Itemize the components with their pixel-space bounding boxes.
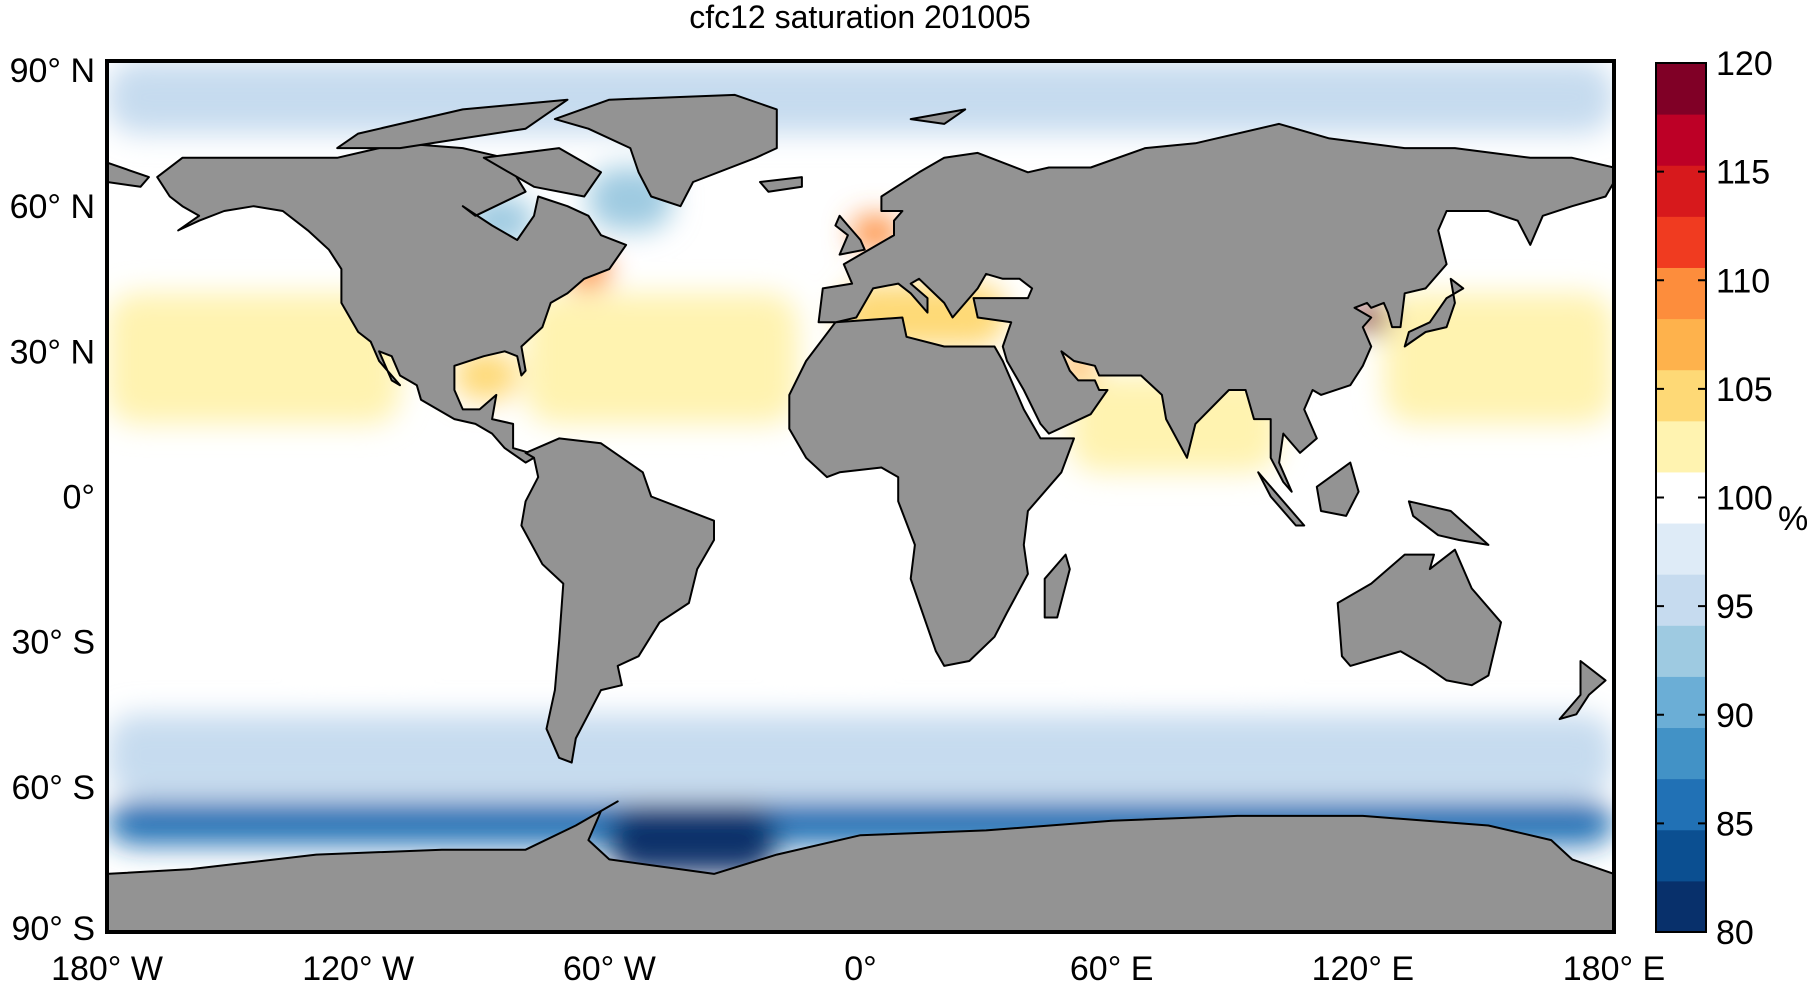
land-madagascar bbox=[1043, 553, 1071, 619]
field-region bbox=[107, 714, 1614, 797]
land-australia bbox=[1336, 548, 1502, 687]
colorbar-swatch bbox=[1656, 625, 1706, 677]
x-axis: 180° W 120° W 60° W 0° 60° E 120° E 180° E bbox=[51, 950, 1665, 984]
x-tick-label: 60° E bbox=[1070, 950, 1154, 984]
colorbar: 80 85 90 95 100 105 110 115 120 bbox=[1655, 45, 1773, 952]
colorbar-tick-label: 110 bbox=[1716, 262, 1770, 300]
colorbar-swatch bbox=[1656, 778, 1706, 831]
colorbar-tick-label: 90 bbox=[1716, 697, 1754, 735]
colorbar-swatch bbox=[1656, 267, 1706, 320]
land-iceland bbox=[759, 176, 803, 193]
y-tick-label: 90° S bbox=[11, 910, 95, 948]
land-great-britain bbox=[834, 214, 866, 256]
land-eurasia bbox=[817, 122, 1614, 493]
y-tick-label: 60° S bbox=[11, 769, 95, 807]
land-sumatra bbox=[1257, 471, 1306, 527]
land-greenland bbox=[553, 93, 778, 208]
land-borneo bbox=[1315, 461, 1360, 517]
colorbar-swatch bbox=[1656, 165, 1706, 217]
x-tick-label: 0° bbox=[844, 950, 877, 984]
colorbar-tick-label: 105 bbox=[1716, 371, 1773, 409]
field-region bbox=[776, 569, 882, 666]
field-region bbox=[295, 569, 421, 666]
x-tick-label: 120° W bbox=[302, 950, 414, 984]
colorbar-swatch bbox=[1656, 420, 1706, 473]
colorbar-tick-label: 85 bbox=[1716, 805, 1754, 843]
y-axis: 90° N 60° N 30° N 0° 30° S 60° S 90° S bbox=[10, 52, 95, 948]
y-tick-label: 60° N bbox=[10, 188, 95, 226]
colorbar-tick-label: 100 bbox=[1716, 480, 1773, 518]
colorbar-swatch bbox=[1656, 114, 1706, 166]
land-africa bbox=[788, 316, 1075, 667]
y-tick-label: 30° N bbox=[10, 333, 95, 371]
chart-title: cfc12 saturation 201005 bbox=[689, 0, 1031, 35]
colorbar-swatch bbox=[1656, 369, 1706, 422]
field-region bbox=[454, 351, 518, 400]
land-canadian-archipelago bbox=[336, 98, 569, 150]
colorbar-swatch bbox=[1656, 574, 1706, 626]
colorbar-swatch bbox=[1656, 318, 1706, 371]
field-region bbox=[107, 61, 1614, 134]
land-baffin-island bbox=[482, 147, 602, 198]
land-north-america bbox=[156, 142, 628, 464]
colorbar-swatch bbox=[1656, 727, 1706, 780]
colorbar-unit: % bbox=[1778, 500, 1808, 538]
colorbar-tick-label: 80 bbox=[1716, 914, 1754, 952]
land-svalbard bbox=[909, 108, 967, 125]
land-south-america bbox=[520, 437, 715, 764]
land-new-zealand bbox=[1558, 660, 1607, 721]
x-tick-label: 120° E bbox=[1312, 950, 1414, 984]
colorbar-tick-label: 95 bbox=[1716, 588, 1754, 626]
x-tick-label: 180° W bbox=[51, 950, 163, 984]
y-tick-label: 30° S bbox=[11, 624, 95, 662]
colorbar-swatch bbox=[1656, 63, 1706, 115]
colorbar-swatch bbox=[1656, 471, 1706, 524]
field-region bbox=[525, 293, 798, 424]
colorbar-tick-label: 115 bbox=[1716, 154, 1770, 192]
plot-frame bbox=[105, 59, 1616, 934]
colorbar-swatch bbox=[1656, 216, 1706, 268]
colorbar-swatch bbox=[1656, 829, 1706, 882]
colorbar-swatch bbox=[1656, 523, 1706, 575]
colorbar-swatch bbox=[1656, 880, 1706, 933]
land-new-guinea bbox=[1407, 500, 1490, 546]
field-region bbox=[1090, 631, 1280, 681]
land-chukotka bbox=[107, 161, 150, 188]
y-tick-label: 90° N bbox=[10, 52, 95, 90]
colorbar-swatch bbox=[1656, 676, 1706, 729]
field-region bbox=[107, 293, 401, 424]
field-region bbox=[713, 486, 882, 512]
x-tick-label: 60° W bbox=[563, 950, 656, 984]
field-region bbox=[1383, 293, 1614, 424]
land-japan bbox=[1403, 277, 1465, 348]
x-tick-label: 180° E bbox=[1563, 950, 1665, 984]
field-region bbox=[609, 806, 777, 874]
colorbar-tick-label: 120 bbox=[1716, 45, 1773, 83]
y-tick-label: 0° bbox=[62, 479, 95, 517]
land-antarctica bbox=[107, 800, 1614, 932]
land-masses bbox=[107, 93, 1614, 932]
